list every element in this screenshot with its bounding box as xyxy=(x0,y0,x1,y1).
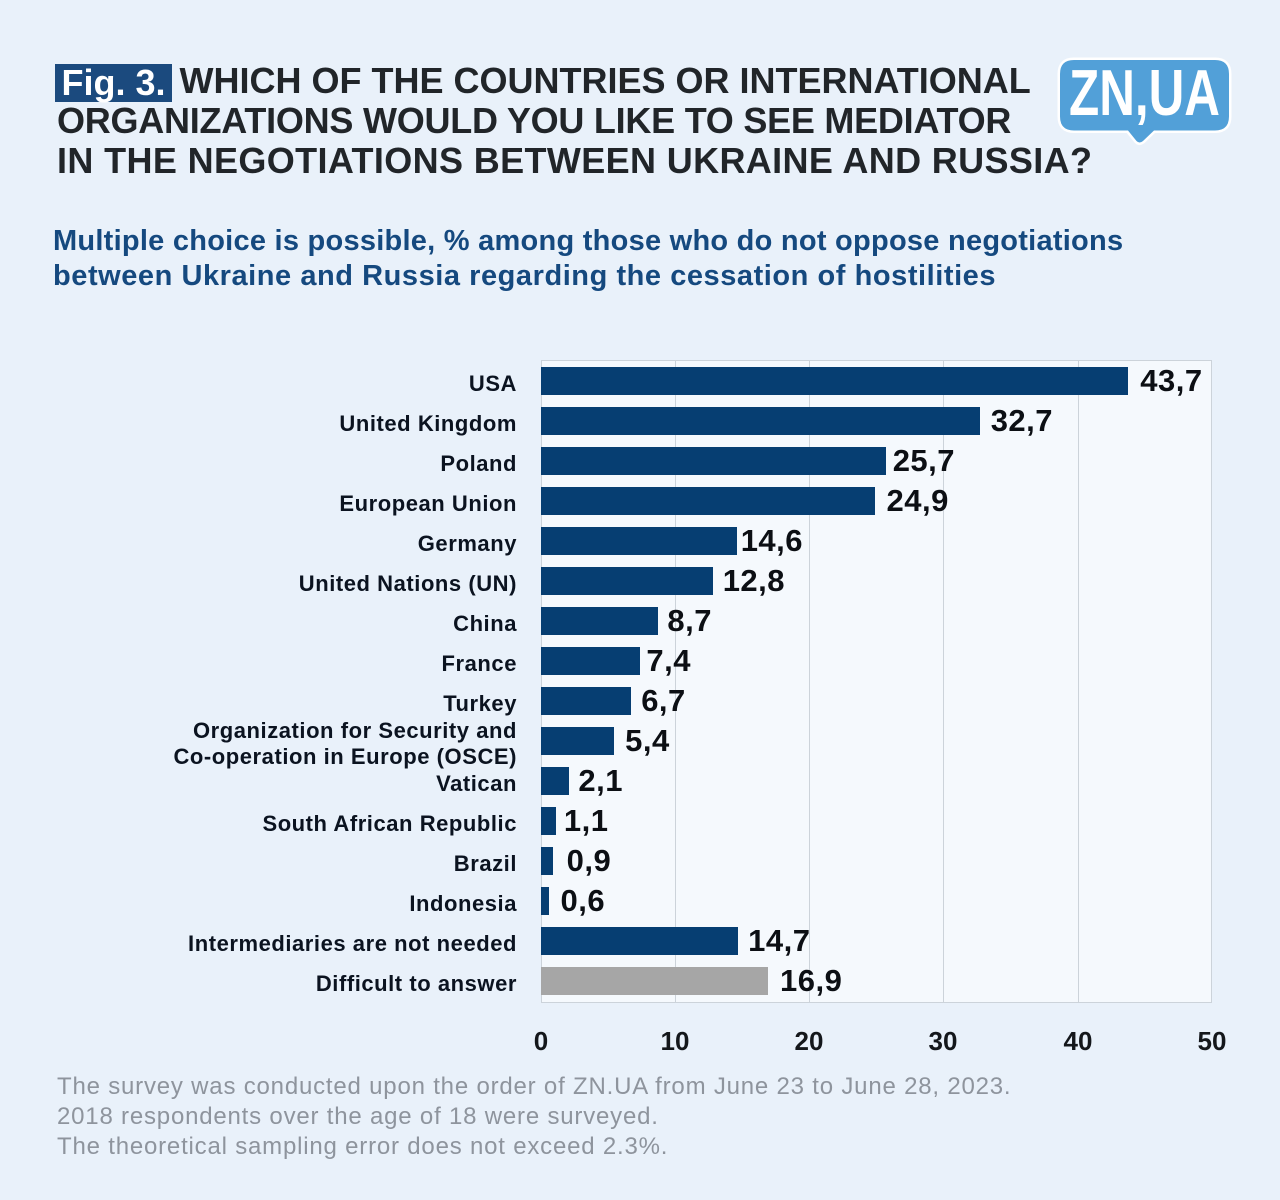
svg-text:ZN,UA: ZN,UA xyxy=(1069,56,1220,129)
